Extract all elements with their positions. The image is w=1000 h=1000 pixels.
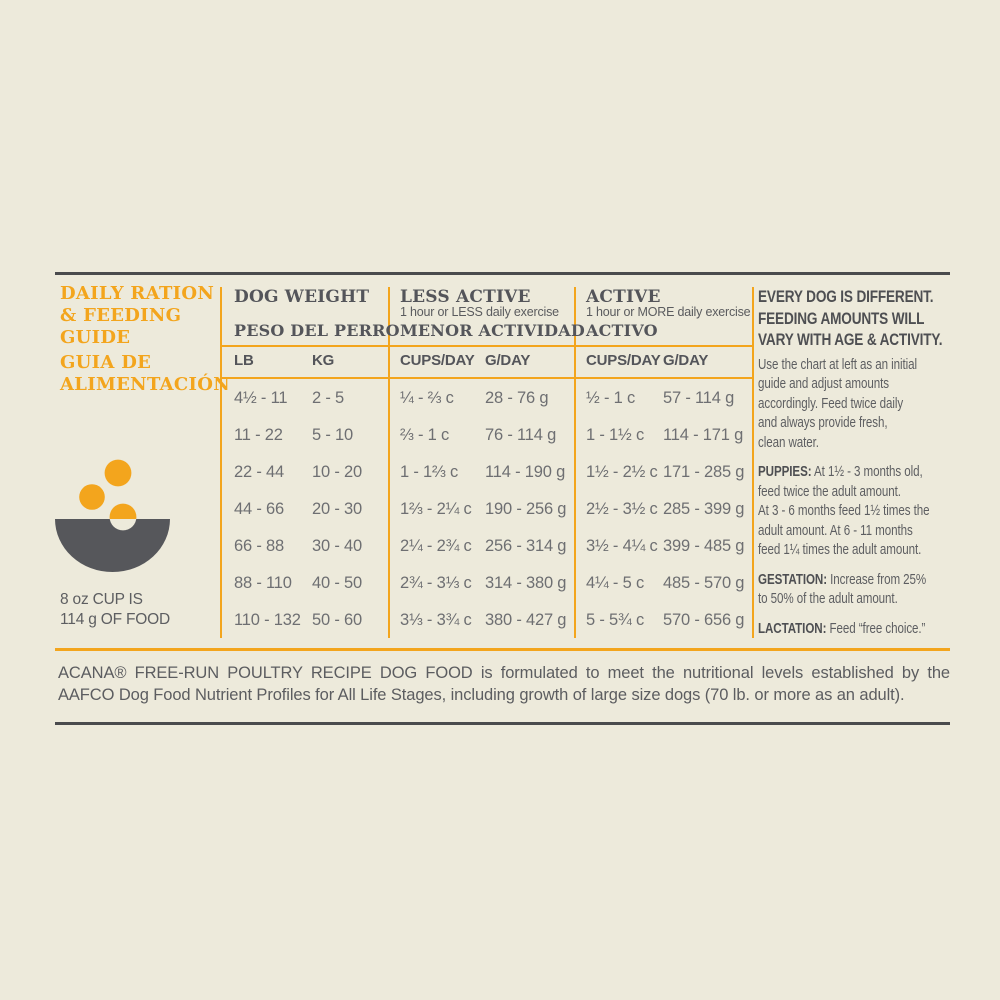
bottom-rule	[55, 722, 950, 725]
less-active-grams-value: 256 - 314 g	[485, 537, 567, 555]
column-header-g-active: G/DAY	[663, 352, 709, 369]
gestation-text: Increase from 25% to 50% of the adult am…	[758, 571, 927, 608]
dog-weight-header: DOG WEIGHT	[234, 287, 370, 307]
gestation-note: GESTATION: Increase from 25% to 50% of t…	[758, 571, 950, 610]
less-active-subtitle: 1 hour or LESS daily exercise	[400, 305, 559, 319]
less-active-grams-value: 190 - 256 g	[485, 500, 567, 518]
active-grams-value: 399 - 485 g	[663, 537, 745, 555]
kibble-dot-icon	[109, 503, 137, 519]
active-grams-value: 570 - 656 g	[663, 611, 745, 629]
daily-ration-title: DAILY RATION & FEEDING GUIDE	[60, 283, 215, 348]
advice-panel: EVERY DOG IS DIFFERENT. FEEDING AMOUNTS …	[758, 286, 950, 639]
guia-alimentacion-title: GUIA DE ALIMENTACIÓN	[60, 352, 230, 395]
active-cups-value: 1½ - 2½ c	[586, 463, 658, 481]
less-active-grams-value: 114 - 190 g	[485, 463, 566, 481]
column-header-cups-less: CUPS/DAY	[400, 352, 475, 369]
kg-value: 5 - 10	[312, 426, 353, 444]
active-cups-value: 2½ - 3½ c	[586, 500, 658, 518]
column-divider	[388, 287, 390, 638]
less-active-grams-value: 76 - 114 g	[485, 426, 557, 444]
kg-value: 40 - 50	[312, 574, 362, 592]
active-subtitle: 1 hour or MORE daily exercise	[586, 305, 751, 319]
puppies-text: At 1½ - 3 months old, feed twice the adu…	[758, 464, 930, 558]
gestation-label: GESTATION:	[758, 571, 828, 588]
less-active-cups-value: 2¼ - 2¾ c	[400, 537, 472, 555]
active-grams-value: 485 - 570 g	[663, 574, 745, 592]
lb-value: 44 - 66	[234, 500, 284, 518]
less-active-cups-value: 1 - 1⅔ c	[400, 463, 459, 481]
less-active-cups-value: ¼ - ⅔ c	[400, 389, 454, 407]
table-row: 110 - 132 50 - 60 3⅓ - 3¾ c 380 - 427 g 5 - …	[0, 602, 1000, 639]
lb-value: 22 - 44	[234, 463, 284, 481]
top-rule	[55, 272, 950, 275]
column-header-cups-active: CUPS/DAY	[586, 352, 661, 369]
lb-value: 88 - 110	[234, 574, 292, 592]
column-header-lb: LB	[234, 352, 254, 369]
less-active-cups-value: ⅔ - 1 c	[400, 426, 450, 444]
kg-value: 30 - 40	[312, 537, 362, 555]
column-header-kg: KG	[312, 352, 335, 369]
active-cups-value: 3½ - 4¼ c	[586, 537, 658, 555]
active-grams-value: 285 - 399 g	[663, 500, 745, 518]
kg-value: 10 - 20	[312, 463, 362, 481]
less-active-grams-value: 380 - 427 g	[485, 611, 567, 629]
kg-value: 20 - 30	[312, 500, 362, 518]
active-grams-value: 171 - 285 g	[663, 463, 745, 481]
active-cups-value: 4¼ - 5 c	[586, 574, 645, 592]
puppies-note: PUPPIES: At 1½ - 3 months old, feed twic…	[758, 463, 950, 561]
bowl-shape	[55, 519, 170, 572]
less-active-cups-value: 1⅔ - 2¼ c	[400, 500, 472, 518]
lb-value: 11 - 22	[234, 426, 283, 444]
column-divider	[574, 287, 576, 638]
column-divider	[752, 287, 754, 638]
kibble-dot-icon	[104, 459, 132, 487]
footer-top-rule	[55, 648, 950, 651]
less-active-grams-value: 28 - 76 g	[485, 389, 549, 407]
lactation-label: LACTATION:	[758, 620, 827, 637]
row-divider	[220, 377, 752, 379]
puppies-label: PUPPIES:	[758, 464, 812, 480]
column-header-g-less: G/DAY	[485, 352, 531, 369]
active-cups-value: 5 - 5¾ c	[586, 611, 645, 629]
kg-value: 50 - 60	[312, 611, 362, 629]
less-active-cups-value: 2¾ - 3⅓ c	[400, 574, 472, 592]
lb-value: 110 - 132	[234, 611, 301, 629]
row-divider	[220, 345, 752, 347]
table-row: 11 - 22 5 - 10 ⅔ - 1 c 76 - 114 g 1 - 1½ c 11…	[0, 417, 1000, 454]
aafco-statement: ACANA® FREE-RUN POULTRY RECIPE DOG FOOD …	[58, 664, 950, 704]
food-bowl-icon	[55, 459, 170, 572]
active-grams-value: 114 - 171 g	[663, 426, 744, 444]
lactation-text: Feed “free choice.”	[826, 620, 926, 637]
column-divider	[220, 287, 222, 638]
lb-value: 4½ - 11	[234, 389, 288, 407]
feeding-table-rows: 4½ - 11 2 - 5 ¼ - ⅔ c 28 - 76 g ½ - 1 c 57 - …	[0, 380, 1000, 639]
dog-weight-header-es: PESO DEL PERRO	[234, 321, 400, 340]
table-row: 44 - 66 20 - 30 1⅔ - 2¼ c 190 - 256 g 2½ - 3…	[0, 491, 1000, 528]
active-grams-value: 57 - 114 g	[663, 389, 735, 407]
kg-value: 2 - 5	[312, 389, 345, 407]
less-active-header: LESS ACTIVE	[400, 287, 531, 307]
kibble-dot-icon	[79, 484, 105, 510]
less-active-grams-value: 314 - 380 g	[485, 574, 567, 592]
active-header-es: ACTIVO	[586, 321, 658, 340]
table-row: 66 - 88 30 - 40 2¼ - 2¾ c 256 - 314 g 3½ - 4…	[0, 528, 1000, 565]
less-active-cups-value: 3⅓ - 3¾ c	[400, 611, 472, 629]
active-cups-value: 1 - 1½ c	[586, 426, 645, 444]
advice-heading: EVERY DOG IS DIFFERENT. FEEDING AMOUNTS …	[758, 287, 943, 349]
table-row: 88 - 110 40 - 50 2¾ - 3⅓ c 314 - 380 g 4¼ - …	[0, 565, 1000, 602]
active-cups-value: ½ - 1 c	[586, 389, 636, 407]
table-row: 22 - 44 10 - 20 1 - 1⅔ c 114 - 190 g 1½ - 2½…	[0, 454, 1000, 491]
active-header: ACTIVE	[586, 287, 661, 307]
less-active-header-es: MENOR ACTIVIDAD	[400, 321, 585, 340]
lb-value: 66 - 88	[234, 537, 284, 555]
table-row: 4½ - 11 2 - 5 ¼ - ⅔ c 28 - 76 g ½ - 1 c 57 - …	[0, 380, 1000, 417]
advice-intro: Use the chart at left as an initial guid…	[758, 356, 918, 451]
cup-note: 8 oz CUP IS 114 g OF FOOD	[60, 591, 170, 628]
lactation-note: LACTATION: Feed “free choice.”	[758, 620, 950, 640]
